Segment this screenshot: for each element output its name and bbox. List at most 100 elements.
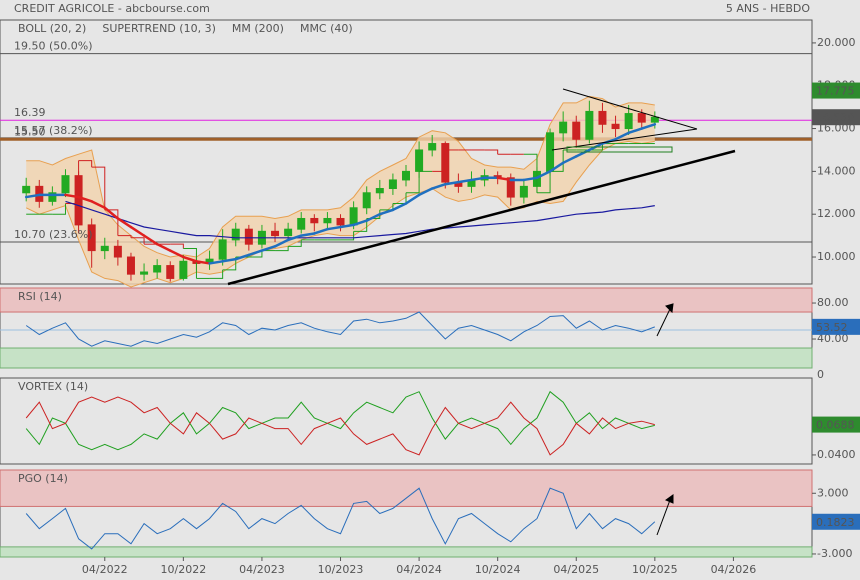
x-tick-label: 04/2023 — [239, 563, 285, 576]
ma-segment — [221, 257, 237, 263]
supertrend-segment — [52, 203, 66, 215]
supertrend-segment — [170, 243, 184, 249]
supertrend-segment — [353, 218, 368, 232]
y-tick-label: 3.000 — [817, 486, 849, 499]
overbought-zone — [0, 469, 813, 507]
supertrend-segment — [406, 171, 420, 194]
ma-segment — [444, 180, 460, 186]
chart-title: CREDIT AGRICOLE - abcbourse.com — [14, 2, 210, 15]
ma-line — [65, 200, 655, 239]
candle-body — [113, 245, 122, 258]
oversold-zone — [0, 546, 813, 558]
ma-segment — [457, 178, 473, 184]
ma-segment — [391, 202, 408, 212]
ma-segment — [548, 161, 565, 173]
ma-segment — [103, 206, 120, 220]
y-tick-label: 10.000 — [817, 250, 856, 263]
candle-body — [598, 110, 607, 125]
level-label: 16.39 — [14, 106, 46, 119]
ma-segment — [352, 219, 368, 227]
candle-body — [559, 121, 568, 134]
x-tick-label: 10/2024 — [475, 563, 521, 576]
candle-body — [336, 217, 345, 226]
candle-body — [402, 170, 410, 181]
supertrend-segment — [91, 166, 106, 210]
y-tick-label: -3.000 — [817, 547, 852, 560]
supertrend-segment — [222, 257, 237, 271]
x-tick-label: 04/2025 — [553, 563, 599, 576]
ma-segment — [326, 225, 342, 231]
x-tick-label: 04/2022 — [82, 563, 128, 576]
supertrend-segment — [117, 235, 132, 238]
overbought-zone — [0, 287, 813, 313]
x-tick-label: 10/2023 — [318, 563, 364, 576]
supertrend-segment — [130, 237, 145, 245]
ma-segment — [378, 208, 395, 216]
legend-entry: MMC (40) — [300, 22, 353, 35]
value-tag — [812, 109, 860, 126]
y-tick-label: 20.000 — [817, 36, 856, 49]
ma-segment — [129, 225, 146, 237]
supertrend-segment — [550, 149, 564, 172]
ma-segment — [299, 232, 316, 237]
pgo-arrowhead — [664, 494, 674, 504]
band-lower — [25, 140, 655, 288]
value-tag — [812, 416, 860, 433]
level-label: 10.70 (23.6%) — [14, 228, 93, 241]
ma-segment — [430, 182, 447, 190]
ma-segment — [470, 176, 486, 182]
value-tag — [812, 318, 860, 335]
plot-layer — [0, 42, 816, 558]
supertrend-segment — [523, 153, 538, 193]
legend-entry: BOLL (20, 2) — [18, 22, 86, 35]
supertrend-segment — [432, 149, 446, 172]
ma-segment — [522, 176, 539, 182]
candle-body — [48, 192, 57, 202]
ma-segment — [627, 127, 643, 135]
ma-segment — [417, 187, 434, 197]
candle-body — [166, 265, 175, 279]
supertrend-segment — [484, 149, 499, 155]
trend-line — [227, 149, 736, 286]
ma-segment — [182, 255, 198, 263]
y-tick-label: 80.00 — [817, 296, 849, 309]
candle-body — [637, 113, 646, 123]
supertrend-segment — [340, 231, 355, 241]
ma-segment — [64, 193, 80, 199]
ma-segment — [286, 234, 303, 242]
ma-segment — [90, 200, 107, 210]
supertrend-segment — [183, 247, 197, 279]
indicator-line — [25, 396, 655, 456]
ma-segment — [404, 193, 421, 205]
candle-body — [323, 217, 332, 224]
candle-body — [61, 175, 70, 194]
ma-segment — [561, 155, 578, 165]
ma-segment — [575, 148, 591, 158]
y-tick-label: 0.0400 — [817, 448, 856, 461]
pgo-arrow — [656, 499, 671, 536]
candle-body — [140, 271, 149, 275]
ma-segment — [365, 212, 382, 222]
x-tick-label: 04/2024 — [396, 563, 442, 576]
level-label: 19.50 (50.0%) — [14, 40, 93, 53]
x-tick-label: 10/2025 — [632, 563, 678, 576]
legend-entry: SUPERTREND (10, 3) — [102, 22, 216, 35]
supertrend-segment — [589, 143, 603, 151]
y-tick-label: 0 — [817, 368, 824, 381]
supertrend-segment — [288, 239, 302, 247]
ma-segment — [195, 260, 211, 265]
candle-body — [375, 188, 384, 194]
vortex-panel — [0, 377, 813, 465]
ma-segment — [273, 238, 290, 248]
candle-body — [218, 239, 227, 260]
candle-body — [519, 185, 528, 198]
ma-segment — [142, 234, 159, 246]
value-tag-label: 53.52 — [816, 321, 848, 334]
y-tick-label: 14.000 — [817, 164, 856, 177]
candle-body — [572, 121, 581, 140]
ma-segment — [208, 260, 224, 265]
oversold-zone — [0, 347, 813, 369]
candle-body — [100, 245, 109, 252]
